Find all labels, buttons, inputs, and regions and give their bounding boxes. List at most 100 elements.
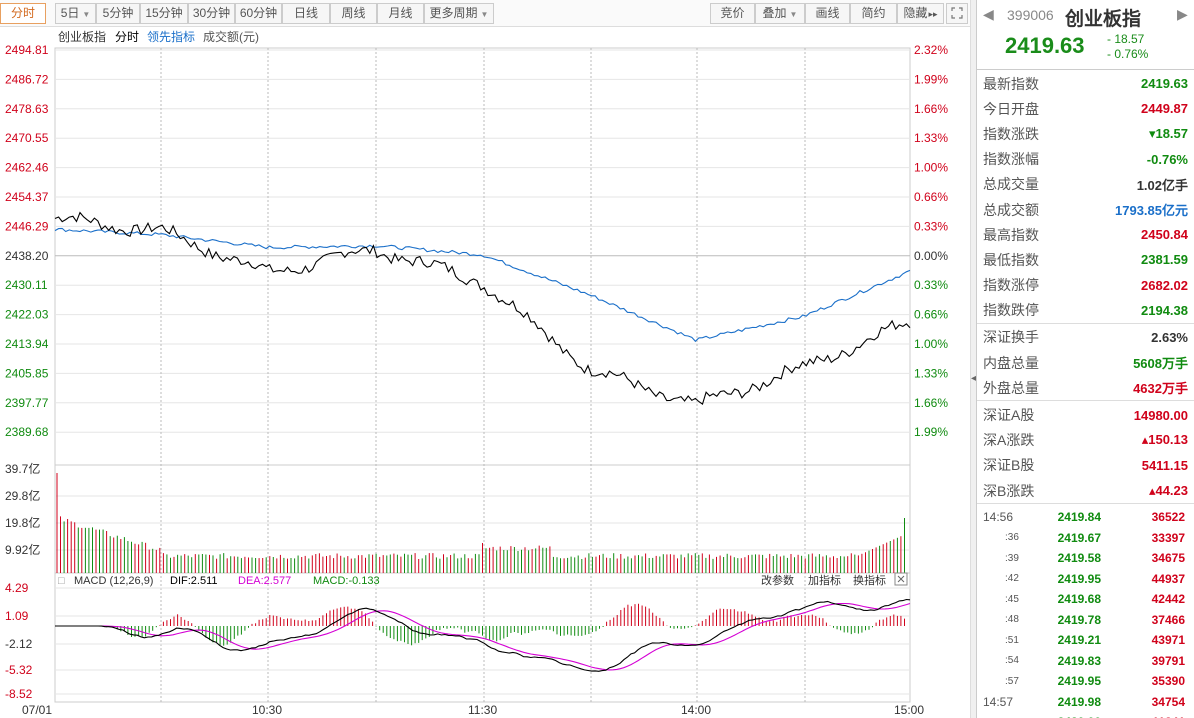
tick-price: 2419.68 bbox=[1057, 592, 1101, 607]
tick-price: 2419.21 bbox=[1057, 633, 1101, 648]
percent-tick-label: 1.33% bbox=[914, 366, 948, 380]
stat-value: 2419.63 bbox=[1141, 76, 1188, 92]
stat-row: 今日开盘 2449.87 bbox=[977, 96, 1194, 121]
percent-tick-label: 1.99% bbox=[914, 72, 948, 86]
price-tick-label: 2478.63 bbox=[5, 102, 49, 116]
stat-label: 外盘总量 bbox=[983, 379, 1039, 396]
add-indicator-button[interactable]: 加指标 bbox=[808, 573, 841, 587]
change-percent: - 0.76% bbox=[1107, 47, 1149, 61]
percent-tick-label: 1.66% bbox=[914, 396, 948, 410]
chart-area[interactable]: 创业板指 分时 领先指标 成交额(元) 2494.81 2.32% 2486.72 1… bbox=[0, 28, 970, 718]
quote-header: ◀ 399006 创业板指 ▶ 2419.63 - 18.57 - 0.76% bbox=[977, 0, 1194, 70]
prev-arrow-icon[interactable]: ◀ bbox=[983, 6, 994, 22]
macd-value: MACD:-0.133 bbox=[313, 575, 380, 587]
time-tick-label: 11:30 bbox=[468, 703, 497, 717]
volume-tick-label: 9.92亿 bbox=[5, 542, 40, 557]
tab-30min[interactable]: 30分钟 bbox=[188, 3, 235, 24]
tick-volume: 42442 bbox=[1151, 592, 1185, 607]
stat-value: 4632万手 bbox=[1133, 381, 1188, 397]
tick-row: 14:57 2419.98 34754 bbox=[977, 692, 1194, 713]
tab-5day[interactable]: 5日 ▼ bbox=[55, 3, 96, 24]
tick-time: :54 bbox=[1005, 655, 1019, 667]
stat-value: 14980.00 bbox=[1133, 407, 1188, 423]
tick-row: :39 2419.58 34675 bbox=[977, 548, 1194, 569]
tick-price: 2419.98 bbox=[1057, 694, 1101, 709]
overlay-button[interactable]: 叠加 ▼ bbox=[755, 3, 805, 24]
tab-15min[interactable]: 15分钟 bbox=[140, 3, 188, 24]
switch-indicator-button[interactable]: 换指标 bbox=[853, 573, 886, 587]
stat-label: 指数涨停 bbox=[983, 277, 1039, 294]
stat-row: 最新指数 2419.63 bbox=[977, 71, 1194, 96]
tick-time: 14:56 bbox=[983, 510, 1014, 525]
stat-label: 最高指数 bbox=[983, 226, 1039, 243]
hide-button[interactable]: 隐藏▸▸ bbox=[897, 3, 944, 24]
change-params-button[interactable]: 改参数 bbox=[761, 573, 794, 587]
panel-splitter[interactable]: ◂ bbox=[970, 0, 976, 718]
tab-more-periods[interactable]: 更多周期 ▼ bbox=[424, 3, 494, 24]
percent-tick-label: 1.33% bbox=[914, 131, 948, 145]
macd-dif: DIF:2.511 bbox=[170, 575, 218, 587]
intraday-chart[interactable]: 创业板指 分时 领先指标 成交额(元) 2494.81 2.32% 2486.72 1… bbox=[0, 28, 970, 718]
percent-tick-label: 0.00% bbox=[914, 249, 948, 263]
macd-tick-label: 1.09 bbox=[5, 609, 29, 623]
draw-line-button[interactable]: 画线 bbox=[805, 3, 850, 24]
stat-label: 深证换手 bbox=[983, 329, 1039, 346]
expand-icon[interactable] bbox=[946, 3, 968, 24]
tick-row: :032420.0011841 bbox=[977, 712, 1194, 718]
stat-label: 深证B股 bbox=[983, 457, 1035, 474]
tab-intraday[interactable]: 分时 bbox=[0, 3, 46, 24]
close-icon[interactable] bbox=[894, 572, 908, 586]
next-arrow-icon[interactable]: ▶ bbox=[1177, 6, 1188, 22]
stat-row: 最低指数 2381.59 bbox=[977, 247, 1194, 272]
price-tick-label: 2438.20 bbox=[5, 249, 49, 263]
tick-row: :48 2419.78 37466 bbox=[977, 610, 1194, 631]
tick-price: 2419.95 bbox=[1057, 674, 1101, 689]
percent-tick-label: 1.00% bbox=[914, 337, 948, 351]
time-tick-label: 07/01 bbox=[22, 703, 52, 717]
price-tick-label: 2413.94 bbox=[5, 337, 49, 351]
price-tick-label: 2405.85 bbox=[5, 366, 49, 380]
stat-value: 1.02亿手 bbox=[1136, 177, 1188, 193]
stat-value: 2682.02 bbox=[1141, 277, 1188, 293]
tab-daily[interactable]: 日线 bbox=[282, 3, 330, 24]
stat-value: ▴44.23 bbox=[1148, 482, 1188, 498]
percent-tick-label: 0.66% bbox=[914, 190, 948, 204]
tab-monthly[interactable]: 月线 bbox=[377, 3, 424, 24]
tick-volume: 43971 bbox=[1151, 633, 1185, 648]
stat-label: 总成交额 bbox=[983, 201, 1039, 218]
legend-lead-indicator: 领先指标 bbox=[147, 29, 195, 44]
price-tick-label: 2462.46 bbox=[5, 161, 49, 175]
tick-volume: 11841 bbox=[1101, 715, 1185, 718]
stat-row: 内盘总量 5608万手 bbox=[977, 350, 1194, 375]
stat-row: 指数涨停 2682.02 bbox=[977, 273, 1194, 298]
turnover-section: 深证换手 2.63% 内盘总量 5608万手 外盘总量 4632万手 bbox=[977, 324, 1194, 402]
tab-60min[interactable]: 60分钟 bbox=[235, 3, 282, 24]
more-periods-label: 更多周期 bbox=[429, 6, 478, 20]
tick-volume: 44937 bbox=[1151, 571, 1185, 586]
percent-tick-label: 1.00% bbox=[914, 161, 948, 175]
percent-tick-label: 1.99% bbox=[914, 425, 948, 439]
price-tick-label: 2486.72 bbox=[5, 72, 49, 86]
volume-tick-label: 19.8亿 bbox=[5, 515, 40, 530]
hide-label: 隐藏 bbox=[903, 6, 928, 20]
stat-row: 深证B股 5411.15 bbox=[977, 453, 1194, 478]
price-tick-label: 2454.37 bbox=[5, 190, 49, 204]
simple-mode-button[interactable]: 简约 bbox=[850, 3, 897, 24]
stat-label: 指数涨跌 bbox=[983, 125, 1039, 142]
tick-volume: 34754 bbox=[1151, 694, 1185, 709]
tick-list[interactable]: 14:56 2419.84 36522:36 2419.67 33397:39 2419.… bbox=[977, 504, 1194, 718]
chevron-left-icon: ◂ bbox=[971, 373, 977, 384]
tick-price: 2419.83 bbox=[1057, 653, 1101, 668]
index-price-line bbox=[54, 211, 911, 405]
percent-tick-label: 0.66% bbox=[914, 308, 948, 322]
tab-weekly[interactable]: 周线 bbox=[330, 3, 377, 24]
dea-line bbox=[55, 602, 911, 671]
legend-amount: 成交额(元) bbox=[203, 29, 259, 44]
tab-5min[interactable]: 5分钟 bbox=[96, 3, 140, 24]
tab-auction[interactable]: 竞价 bbox=[710, 3, 755, 24]
stat-label: 指数涨幅 bbox=[983, 151, 1039, 168]
stat-row: 总成交额 1793.85亿元 bbox=[977, 197, 1194, 222]
time-tick-label: 14:00 bbox=[681, 703, 711, 717]
tick-price: 2419.95 bbox=[1057, 571, 1101, 586]
percent-tick-label: 2.32% bbox=[914, 43, 948, 57]
